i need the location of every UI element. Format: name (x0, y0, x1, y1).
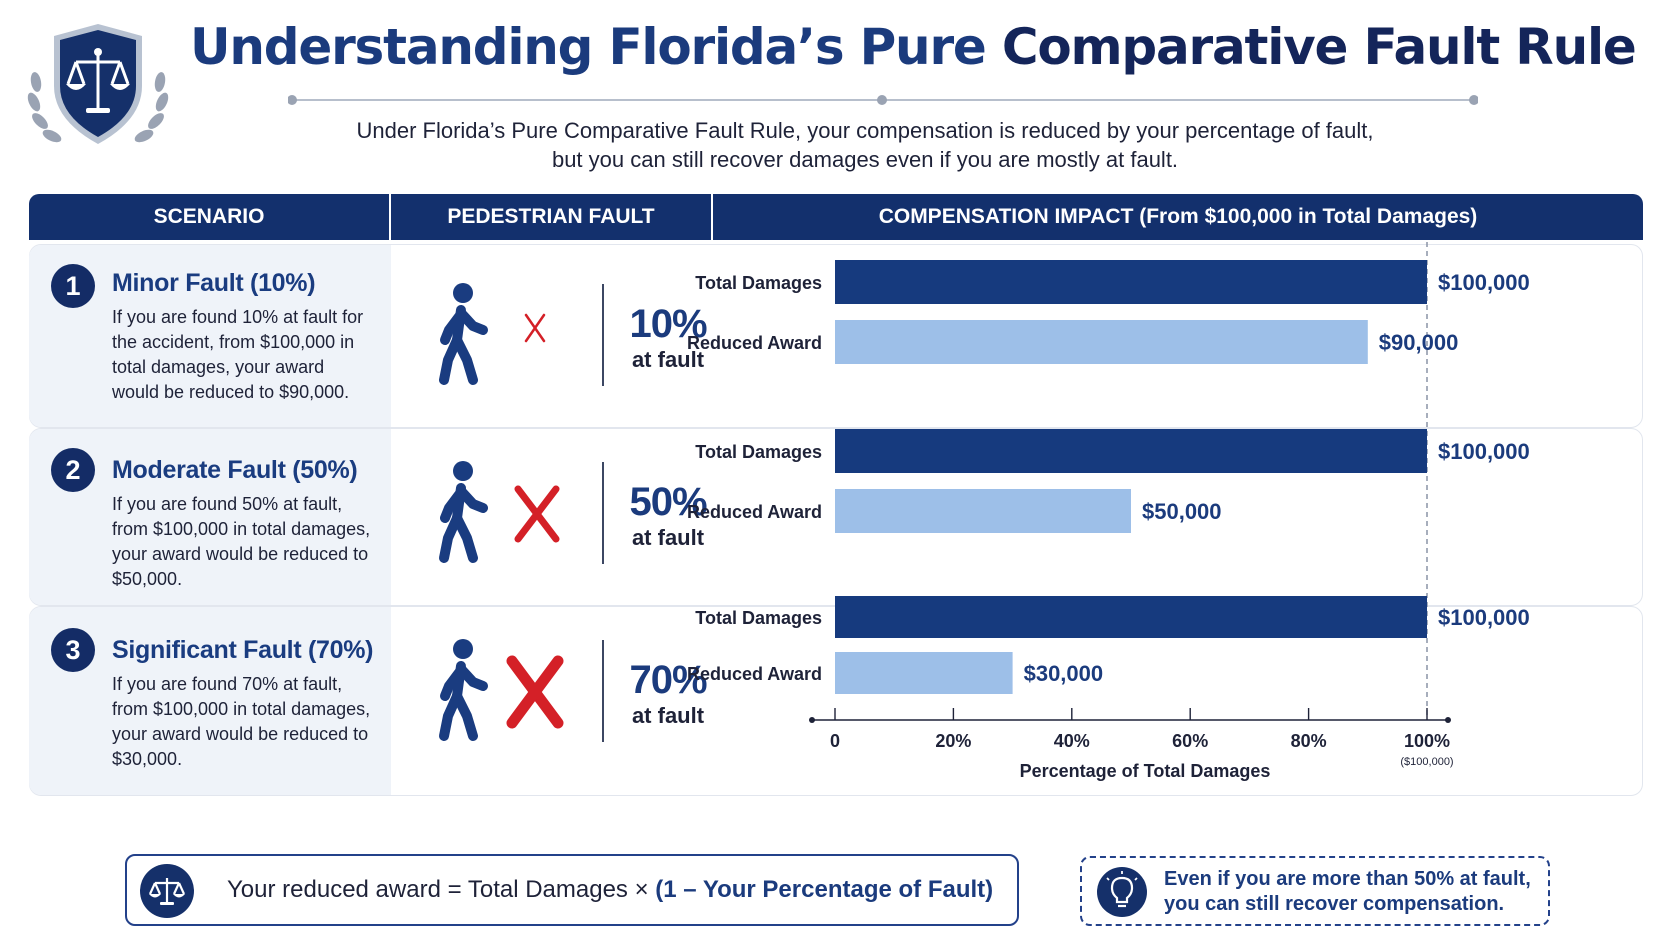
pedestrian-walking-icon (439, 283, 488, 385)
tip-line-1: Even if you are more than 50% at fault, (1164, 868, 1531, 890)
intro-text: Under Florida’s Pure Comparative Fault R… (290, 116, 1440, 174)
fault-divider (602, 284, 604, 386)
title-divider (288, 95, 1478, 105)
scenario-number-badge: 3 (51, 628, 95, 672)
fault-caption: at fault (631, 703, 705, 728)
fault-caption: at fault (631, 525, 705, 550)
x-mark-icon (524, 313, 546, 343)
scenario-description: If you are found 70% at fault, from $100… (112, 674, 371, 769)
header-scenario: SCENARIO (29, 194, 389, 240)
tip-line-2: you can still recover compensation. (1164, 893, 1505, 915)
fault-caption: at fault (631, 347, 705, 372)
fault-percentage: 70% (629, 658, 707, 702)
scales-of-justice-shield-logo (27, 24, 169, 144)
formula-text: Your reduced award = Total Damages × (1 … (227, 876, 994, 903)
scales-icon (140, 864, 194, 918)
fault-percentage: 50% (629, 480, 707, 524)
x-mark-icon (514, 485, 560, 543)
tip-text: Even if you are more than 50% at fault, … (1164, 867, 1531, 917)
scenario-title: Minor Fault (10%) (112, 269, 316, 297)
scenario-number-badge: 1 (51, 264, 95, 308)
lightbulb-icon (1097, 867, 1147, 917)
intro-line-2: but you can still recover damages even i… (551, 147, 1179, 172)
intro-line-1: Under Florida’s Pure Comparative Fault R… (356, 118, 1374, 143)
header-compensation-impact: COMPENSATION IMPACT (From $100,000 in To… (713, 194, 1643, 240)
x-mark-icon (506, 655, 564, 729)
scenario-title: Significant Fault (70%) (112, 636, 374, 664)
pedestrian-walking-icon (439, 461, 488, 563)
fault-percentage: 10% (629, 302, 707, 346)
header-pedestrian-fault: PEDESTRIAN FAULT (391, 194, 711, 240)
formula-box: Your reduced award = Total Damages × (1 … (125, 854, 1019, 926)
fault-divider (602, 462, 604, 564)
pedestrian-walking-icon (439, 639, 488, 741)
tip-box: Even if you are more than 50% at fault, … (1080, 856, 1550, 926)
scenario-number-badge: 2 (51, 448, 95, 492)
fault-divider (602, 640, 604, 742)
scenario-description: If you are found 10% at fault for the ac… (112, 307, 364, 402)
scenario-table: SCENARIO PEDESTRIAN FAULT COMPENSATION I… (29, 194, 1643, 796)
scenario-description: If you are found 50% at fault, from $100… (112, 494, 371, 589)
scenario-title: Moderate Fault (50%) (112, 456, 358, 484)
page-title: Understanding Florida’s Pure Comparative… (190, 18, 1637, 76)
